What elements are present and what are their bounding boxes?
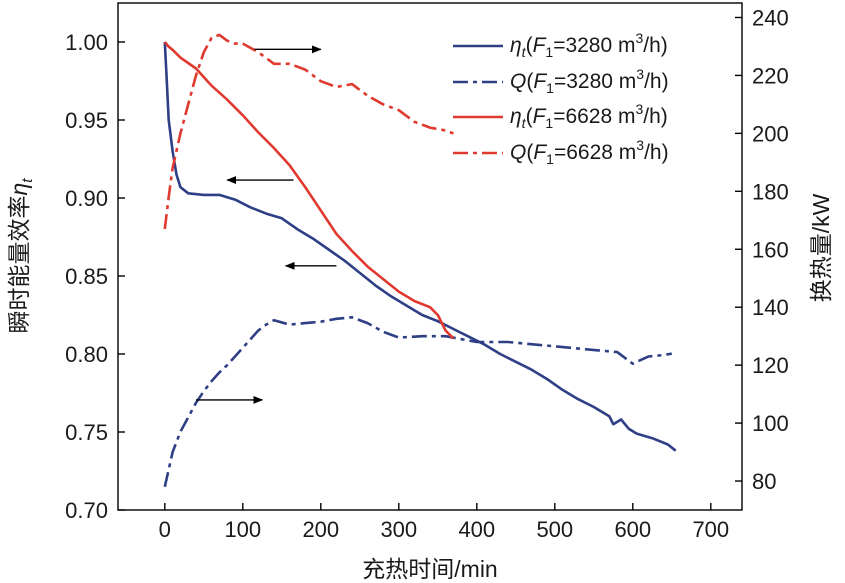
y-right-tick-label: 80 xyxy=(752,469,776,494)
y-left-tick-label: 0.95 xyxy=(65,108,108,133)
x-tick-label: 100 xyxy=(224,517,261,542)
series-line-1 xyxy=(163,41,677,452)
y-right-tick-label: 160 xyxy=(752,237,789,262)
legend-label-1: ηt(F1=3280 m3/h) xyxy=(510,30,668,60)
y-axis-title-left: 瞬时能量效率ηt xyxy=(6,178,36,334)
ticks: 0 100 200 300 400 500 600 700 0.70 0.75 0.80 0.85 0.… xyxy=(65,5,789,542)
y-right-tick-label: 120 xyxy=(752,353,789,378)
x-tick-label: 200 xyxy=(302,517,339,542)
legend-label-2: Q(F1=3280 m3/h) xyxy=(510,66,669,96)
x-axis-title: 充热时间/min xyxy=(362,556,497,582)
x-tick-label: 0 xyxy=(159,517,171,542)
y-right-tick-label: 140 xyxy=(752,295,789,320)
x-tick-label: 600 xyxy=(614,517,651,542)
y-left-tick-label: 0.90 xyxy=(65,186,108,211)
x-tick-label: 300 xyxy=(380,517,417,542)
x-tick-label: 700 xyxy=(692,517,729,542)
legend-label-4: Q(F1=6628 m3/h) xyxy=(510,137,669,167)
y-left-tick-label: 0.70 xyxy=(65,498,108,523)
y-right-tick-label: 100 xyxy=(752,411,789,436)
y-left-tick-label: 0.75 xyxy=(65,420,108,445)
y-left-tick-label: 0.85 xyxy=(65,264,108,289)
series-line-4 xyxy=(163,33,454,230)
legend-label-3: ηt(F1=6628 m3/h) xyxy=(510,101,668,131)
series-line-3 xyxy=(163,41,455,340)
x-tick-label: 500 xyxy=(536,517,573,542)
y-right-tick-label: 220 xyxy=(752,63,789,88)
y-right-tick-label: 240 xyxy=(752,5,789,30)
y-left-tick-label: 1.00 xyxy=(65,30,108,55)
x-tick-label: 400 xyxy=(458,517,495,542)
annotations xyxy=(196,45,337,404)
series-line-2 xyxy=(163,316,673,488)
legend: ηt(F1=3280 m3/h) Q(F1=3280 m3/h) ηt(F1=662… xyxy=(453,30,669,167)
plot-frame xyxy=(117,2,743,511)
plot-lines xyxy=(163,33,677,488)
y-axis-title-right: 换热量/kW xyxy=(808,193,834,302)
y-right-tick-label: 180 xyxy=(752,179,789,204)
y-right-tick-label: 200 xyxy=(752,121,789,146)
y-left-tick-label: 0.80 xyxy=(65,342,108,367)
